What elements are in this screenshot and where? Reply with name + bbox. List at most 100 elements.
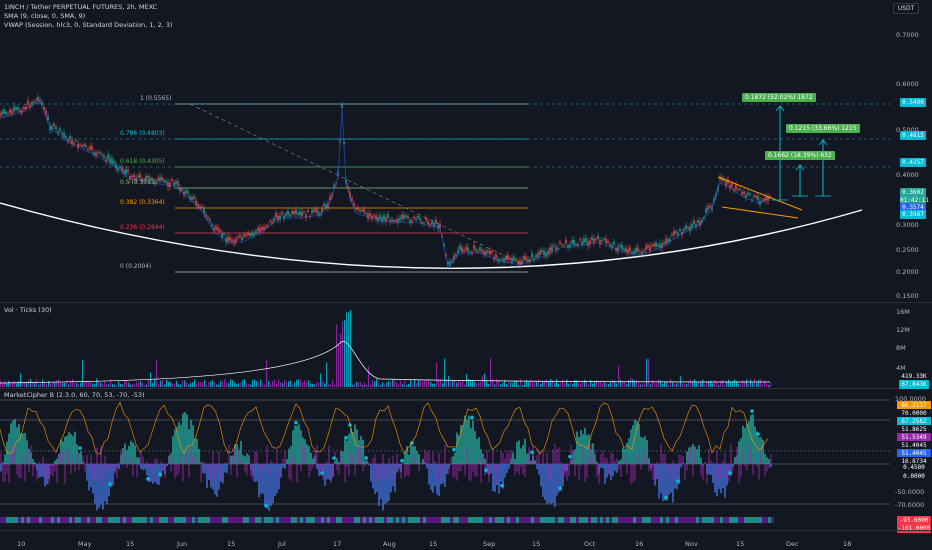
volume-bar <box>30 379 32 387</box>
mc-strip-cell <box>597 517 600 523</box>
mc-wave-bar <box>760 437 762 464</box>
volume-chart[interactable] <box>0 303 890 388</box>
mc-wave-bar <box>352 431 354 464</box>
mc-strip-cell <box>309 517 312 523</box>
mc-wave-bar <box>44 464 46 487</box>
candle-body <box>487 250 489 253</box>
volume-bar <box>314 384 316 387</box>
mc-strip-cell <box>288 517 291 523</box>
volume-bar <box>126 380 128 387</box>
candle-body <box>535 255 537 258</box>
candle-body <box>313 209 315 212</box>
vwap-indicator-label[interactable]: VWAP (Session, hlc3, 0, Standard Deviati… <box>4 21 173 29</box>
mc-wave-bar <box>234 444 236 464</box>
volume-bar <box>274 379 276 387</box>
candle-body <box>605 238 607 244</box>
mc-wave-bar <box>200 462 202 464</box>
candle-body <box>657 244 659 247</box>
mc-wave-bar <box>320 464 322 471</box>
volume-bar <box>376 379 378 387</box>
volume-bar <box>494 384 496 387</box>
marketcipher-chart[interactable] <box>0 389 890 529</box>
mc-wave-bar <box>726 464 728 486</box>
mc-moneyflow-bar <box>238 447 240 464</box>
mc-strip-cell <box>483 517 486 523</box>
volume-bar <box>654 382 656 387</box>
mc-wave-bar <box>280 464 282 478</box>
mc-wave-bar <box>8 433 10 464</box>
volume-bar <box>326 362 328 387</box>
price-chart[interactable] <box>0 0 890 302</box>
candle-body <box>617 247 619 252</box>
volume-bar <box>392 379 394 387</box>
volume-bar <box>536 381 538 387</box>
symbol-title[interactable]: 1INCH / Tether PERPETUAL FUTURES, 2h, ME… <box>4 3 158 11</box>
pane-separator[interactable] <box>0 388 932 389</box>
volume-bar <box>344 320 346 387</box>
sma-indicator-label[interactable]: SMA (9, close, 0, SMA, 9) <box>4 12 86 20</box>
mc-moneyflow-bar <box>520 464 522 468</box>
mc-wave-bar <box>250 464 252 470</box>
mc-moneyflow-bar <box>202 461 204 464</box>
mc-strip-cell <box>9 517 12 523</box>
mc-moneyflow-bar <box>294 459 296 464</box>
mc-strip-cell <box>123 517 126 523</box>
volume-pane-title[interactable]: Vol · Ticks (30) <box>4 306 52 314</box>
candle-body <box>421 221 423 224</box>
mc-wave-bar <box>410 441 412 464</box>
volume-bar <box>626 384 628 387</box>
mc-moneyflow-bar <box>630 464 632 484</box>
mc-moneyflow-bar <box>154 458 156 464</box>
mc-moneyflow-bar <box>570 444 572 464</box>
mc-moneyflow-bar <box>468 464 470 481</box>
volume-bar <box>442 383 444 387</box>
candle-body <box>729 184 731 189</box>
mc-moneyflow-bar <box>12 445 14 464</box>
volume-bar <box>254 379 256 387</box>
mc-moneyflow-bar <box>326 461 328 464</box>
mc-moneyflow-bar <box>160 461 162 464</box>
currency-button[interactable]: USDT <box>893 3 919 14</box>
mc-wave-bar <box>480 449 482 464</box>
volume-bar <box>490 358 492 387</box>
mc-wave-bar <box>238 450 240 464</box>
mc-wave-bar <box>426 464 428 469</box>
pane-separator[interactable] <box>0 302 932 303</box>
volume-bar <box>74 382 76 387</box>
volume-bar <box>432 383 434 387</box>
mc-strip-cell <box>168 517 171 523</box>
mc-wave-bar <box>94 464 96 504</box>
mc-wave-bar <box>256 464 258 482</box>
volume-bar <box>700 382 702 387</box>
mc-wave-bar <box>222 464 224 484</box>
candle-body <box>429 224 431 226</box>
mc-moneyflow-bar <box>374 454 376 464</box>
volume-bar <box>546 379 548 387</box>
volume-bar <box>322 380 324 387</box>
mc-wave-bar <box>394 464 396 492</box>
mc-wave-bar <box>374 464 376 495</box>
mc-wave-bar <box>338 462 340 464</box>
mc-moneyflow-bar <box>172 458 174 464</box>
volume-bar <box>130 384 132 387</box>
marketcipher-pane-title[interactable]: MarketCipher B (2.3.0, 60, 70, 53, -70, … <box>4 391 145 399</box>
candle-body <box>19 109 21 113</box>
mc-strip-cell <box>174 517 177 523</box>
mc-moneyflow-bar <box>676 464 678 471</box>
mc-wave-bar <box>428 464 430 485</box>
volume-bar <box>58 379 60 387</box>
volume-bar <box>484 373 486 387</box>
candle-body <box>455 254 457 257</box>
volume-bar <box>524 382 526 387</box>
candle-body <box>449 261 451 266</box>
mc-strip-cell <box>627 517 630 523</box>
volume-bar <box>252 380 254 387</box>
mc-wave-bar <box>332 464 334 477</box>
mc-marker: 0.0000 <box>897 472 931 481</box>
volume-bar <box>338 344 340 387</box>
mc-wave-bar <box>76 444 78 464</box>
mc-wave-bar <box>270 464 272 507</box>
mc-wave-bar <box>72 436 74 464</box>
fib-level-label: 0.786 (0.4803) <box>120 130 165 137</box>
mc-moneyflow-bar <box>128 462 130 464</box>
